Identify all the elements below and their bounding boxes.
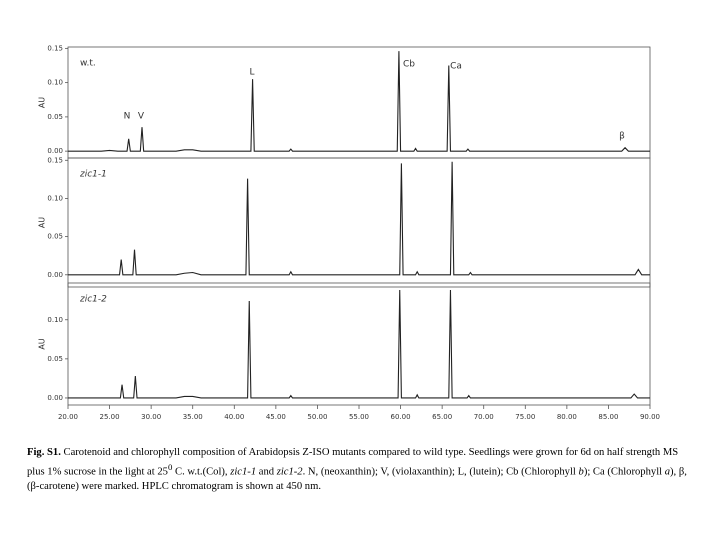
y-tick-label: 0.05 — [47, 355, 63, 363]
caption-text: b — [578, 466, 584, 478]
caption-text: Carotenoid and chlorophyll composition o… — [27, 447, 679, 478]
x-tick-label: 40.00 — [224, 413, 244, 421]
chromatogram-line — [68, 161, 650, 276]
caption-text: ); Ca (Chlorophyll — [583, 466, 665, 478]
y-tick-label: 0.00 — [47, 394, 63, 402]
y-tick-label: 0.05 — [47, 233, 63, 241]
x-tick-label: 25.00 — [100, 413, 120, 421]
peak-label: β — [619, 132, 625, 142]
caption-text: 0 — [167, 462, 173, 472]
x-tick-label: 80.00 — [557, 413, 577, 421]
chromatogram-figure: 0.00 0.05 0.10 0.15 AU w.t. N V L Cb Ca β 0.00 0.05 0.… — [38, 44, 661, 421]
panel-title: zic1-2 — [79, 295, 107, 305]
panel-title: w.t. — [80, 59, 96, 69]
x-tick-label: 45.00 — [266, 413, 286, 421]
y-axis-label: AU — [38, 97, 47, 108]
peak-label: V — [138, 112, 145, 122]
x-tick-label: 20.00 — [58, 413, 78, 421]
y-tick-label: 0.10 — [47, 316, 63, 324]
y-tick-label: 0.10 — [47, 194, 63, 202]
y-axis-label: AU — [38, 217, 47, 228]
chromatogram-line — [68, 290, 650, 399]
caption-text: and — [256, 466, 277, 478]
caption-label: Fig. S1. — [27, 447, 61, 458]
plot-frame — [67, 46, 651, 159]
x-tick-label: 70.00 — [474, 413, 494, 421]
y-axis-label: AU — [38, 338, 47, 349]
caption-text: zic1-1 — [230, 466, 257, 478]
peak-label: Cb — [403, 60, 415, 70]
x-tick-label: 35.00 — [183, 413, 203, 421]
y-tick-label: 0.15 — [47, 156, 63, 164]
x-tick-label: 50.00 — [307, 413, 327, 421]
plot-frame — [67, 282, 651, 406]
y-tick-label: 0.00 — [47, 147, 63, 155]
plot-frame — [67, 157, 651, 288]
caption-text: . N, (neoxanthin); V, (violaxanthin); L,… — [302, 466, 579, 478]
caption-text: C. w.t.(Col), — [172, 466, 231, 478]
x-tick-label: 75.00 — [515, 413, 535, 421]
peak-label: L — [249, 68, 254, 78]
peak-label: Ca — [450, 62, 462, 72]
caption-text: zic1-2 — [276, 466, 303, 478]
caption-text: ), β, (β-carotene) were marked. HPLC chr… — [27, 466, 687, 492]
panel-title: zic1-1 — [79, 170, 107, 180]
x-tick-label: 65.00 — [432, 413, 452, 421]
x-tick-label: 85.00 — [598, 413, 618, 421]
y-tick-label: 0.10 — [47, 79, 63, 87]
x-tick-label: 30.00 — [141, 413, 161, 421]
y-tick-label: 0.00 — [47, 271, 63, 279]
caption-text: a — [664, 466, 671, 478]
x-tick-label: 60.00 — [391, 413, 411, 421]
chromatogram-line — [68, 51, 650, 152]
x-tick-label: 55.00 — [349, 413, 369, 421]
x-tick-label: 90.00 — [640, 413, 660, 421]
y-tick-label: 0.05 — [47, 113, 63, 121]
y-tick-label: 0.15 — [47, 44, 63, 52]
peak-label: N — [124, 112, 131, 122]
figure-caption: Fig. S1. Carotenoid and chlorophyll comp… — [27, 446, 695, 494]
